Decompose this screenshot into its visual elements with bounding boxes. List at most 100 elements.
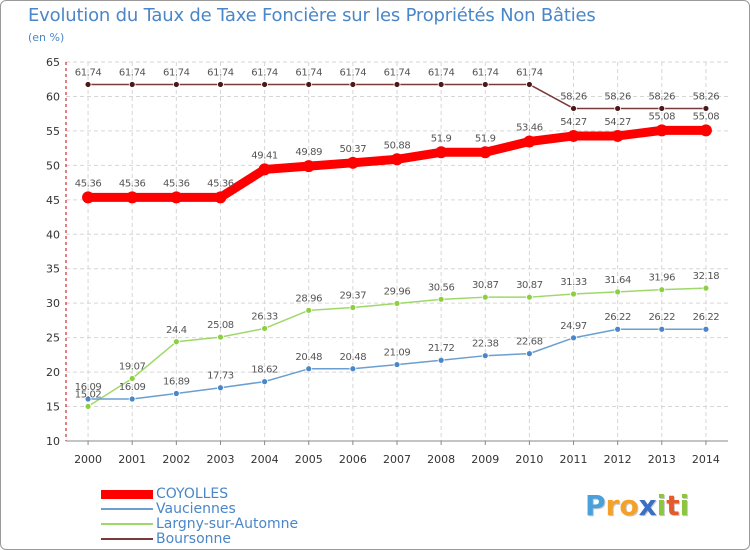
data-label-vauciennes: 21.09 [384, 348, 411, 359]
x-tick-label: 2001 [118, 453, 146, 466]
data-label-largny: 15.02 [75, 389, 102, 400]
data-point-coyolles [391, 153, 403, 166]
data-label-vauciennes: 20.48 [295, 352, 322, 363]
data-label-coyolles: 45.36 [119, 178, 146, 189]
chart-unit-label: (en %) [28, 31, 65, 44]
x-tick-label: 2008 [427, 453, 455, 466]
data-point-vauciennes [393, 361, 401, 368]
data-point-boursonne [172, 81, 180, 88]
x-tick-label: 2003 [206, 453, 234, 466]
chart-title: Evolution du Taux de Taxe Foncière sur l… [28, 5, 596, 26]
data-point-vauciennes [437, 356, 445, 364]
data-point-largny [172, 338, 180, 346]
data-label-vauciennes: 26.22 [693, 312, 720, 323]
y-tick-label: 20 [46, 366, 60, 379]
data-label-vauciennes: 16.89 [163, 377, 190, 388]
data-point-boursonne [658, 105, 666, 112]
y-tick-label: 15 [46, 401, 60, 414]
data-point-largny [217, 333, 224, 341]
data-label-largny: 30.87 [472, 280, 499, 291]
data-label-vauciennes: 16.09 [119, 382, 146, 393]
data-label-coyolles: 49.41 [251, 150, 278, 161]
data-point-coyolles [302, 160, 315, 173]
data-label-largny: 28.96 [295, 293, 322, 304]
data-point-largny [481, 293, 489, 301]
data-point-vauciennes [305, 365, 313, 373]
data-point-coyolles [214, 191, 227, 204]
data-point-vauciennes [217, 384, 224, 392]
legend-swatch-largny [101, 523, 153, 525]
data-label-largny: 32.18 [693, 271, 720, 282]
logo-letter: i [679, 489, 690, 522]
data-point-coyolles [258, 163, 271, 176]
data-point-vauciennes [570, 334, 577, 342]
data-point-coyolles [523, 135, 536, 148]
x-tick-label: 2005 [295, 453, 323, 466]
data-point-coyolles [126, 191, 139, 204]
data-label-coyolles: 45.36 [75, 178, 102, 189]
data-point-boursonne [526, 81, 533, 88]
data-point-largny [349, 304, 357, 311]
data-label-coyolles: 54.27 [560, 117, 587, 128]
data-label-vauciennes: 20.48 [340, 352, 367, 363]
data-label-vauciennes: 18.62 [251, 365, 278, 376]
x-tick-label: 2002 [162, 453, 190, 466]
data-point-vauciennes [261, 378, 269, 386]
data-label-largny: 26.33 [251, 311, 278, 322]
data-point-largny [570, 290, 577, 298]
logo-letter: i [656, 489, 667, 522]
y-tick-label: 40 [46, 228, 60, 241]
data-point-coyolles [699, 124, 712, 137]
data-label-largny: 31.64 [604, 275, 631, 286]
data-label-largny: 29.96 [384, 286, 411, 297]
data-point-boursonne [349, 81, 357, 88]
data-label-coyolles: 50.88 [384, 140, 411, 151]
data-point-vauciennes [658, 325, 666, 333]
data-label-vauciennes: 16.09 [75, 382, 102, 393]
data-label-coyolles: 55.08 [693, 111, 720, 122]
y-tick-label: 55 [46, 125, 60, 138]
data-point-vauciennes [349, 365, 357, 373]
logo-letter: o [619, 489, 639, 522]
data-point-coyolles [82, 191, 95, 204]
legend-label-coyolles: COYOLLES [156, 486, 229, 502]
data-point-boursonne [481, 81, 489, 88]
data-point-coyolles [611, 129, 624, 142]
y-tick-label: 25 [46, 332, 60, 345]
x-tick-label: 2006 [339, 453, 367, 466]
data-label-largny: 29.37 [340, 291, 367, 302]
data-point-boursonne [305, 81, 313, 88]
data-point-coyolles [170, 191, 183, 204]
x-tick-label: 2004 [251, 453, 279, 466]
data-label-vauciennes: 17.73 [207, 371, 234, 382]
data-label-coyolles: 51.9 [475, 133, 496, 144]
y-tick-label: 50 [46, 159, 60, 172]
x-tick-label: 2010 [515, 453, 543, 466]
legend-label-largny: Largny-sur-Automne [156, 516, 299, 532]
data-label-boursonne: 58.26 [604, 91, 631, 102]
data-point-coyolles [435, 146, 448, 159]
y-tick-label: 60 [46, 90, 60, 103]
logo-letter: x [638, 489, 657, 522]
data-label-boursonne: 61.74 [472, 67, 499, 78]
data-point-largny [305, 306, 313, 314]
data-point-largny [526, 293, 533, 301]
data-point-largny [393, 300, 401, 307]
data-label-boursonne: 58.26 [648, 91, 675, 102]
y-tick-label: 30 [46, 297, 60, 310]
data-point-vauciennes [172, 390, 180, 397]
data-point-boursonne [128, 81, 136, 88]
data-label-boursonne: 61.74 [295, 67, 322, 78]
data-point-coyolles [479, 146, 492, 159]
data-label-vauciennes: 26.22 [648, 312, 675, 323]
x-tick-label: 2011 [560, 453, 588, 466]
data-point-vauciennes [614, 325, 622, 333]
data-label-boursonne: 61.74 [119, 67, 146, 78]
y-tick-label: 65 [46, 56, 60, 69]
data-label-boursonne: 61.74 [251, 67, 278, 78]
data-label-boursonne: 61.74 [384, 67, 411, 78]
x-tick-label: 2000 [74, 453, 102, 466]
data-point-largny [84, 403, 92, 410]
data-point-coyolles [346, 156, 359, 169]
data-label-coyolles: 50.37 [340, 144, 367, 155]
